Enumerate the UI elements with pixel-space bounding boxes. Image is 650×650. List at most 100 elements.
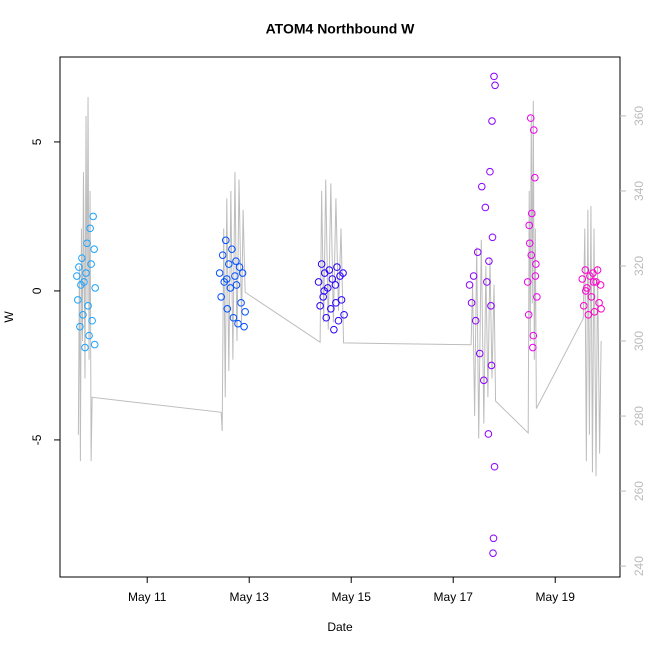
point bbox=[527, 209, 536, 218]
point bbox=[231, 272, 239, 280]
point bbox=[584, 310, 593, 319]
y-tick-label: 5 bbox=[30, 138, 44, 145]
x-tick-label: May 13 bbox=[230, 590, 270, 604]
point bbox=[221, 236, 230, 245]
point bbox=[226, 284, 235, 292]
point bbox=[533, 293, 541, 301]
point bbox=[83, 239, 91, 248]
point bbox=[86, 224, 94, 233]
point bbox=[322, 313, 331, 322]
y2-tick-label: 280 bbox=[632, 406, 646, 426]
point bbox=[91, 284, 99, 292]
y-tick-label: -5 bbox=[30, 434, 44, 445]
point bbox=[532, 260, 540, 268]
x-tick-label: May 19 bbox=[536, 590, 576, 604]
point bbox=[475, 349, 484, 358]
point bbox=[330, 325, 338, 334]
point bbox=[327, 305, 335, 313]
point bbox=[523, 278, 532, 286]
point bbox=[590, 307, 599, 316]
point bbox=[484, 430, 493, 438]
point bbox=[486, 167, 494, 176]
point bbox=[317, 260, 326, 268]
point bbox=[473, 248, 482, 256]
plot-frame bbox=[59, 56, 621, 578]
point bbox=[319, 293, 327, 301]
point bbox=[469, 272, 478, 280]
point bbox=[480, 376, 488, 385]
point bbox=[489, 534, 498, 543]
point bbox=[73, 272, 81, 280]
point bbox=[79, 310, 87, 319]
point bbox=[88, 316, 96, 325]
point bbox=[237, 299, 245, 307]
point bbox=[89, 212, 97, 221]
x-tick-label: May 11 bbox=[128, 590, 167, 604]
x-tick-label: May 17 bbox=[434, 590, 474, 604]
point bbox=[75, 263, 83, 271]
point bbox=[90, 340, 99, 349]
point bbox=[578, 275, 587, 283]
y2-tick-label: 320 bbox=[632, 256, 646, 276]
point bbox=[596, 281, 605, 289]
point bbox=[589, 278, 598, 286]
point bbox=[87, 260, 95, 268]
point bbox=[229, 313, 238, 322]
point bbox=[234, 319, 242, 328]
point bbox=[530, 126, 538, 134]
y-axis-label: W bbox=[2, 311, 16, 323]
point bbox=[238, 269, 247, 277]
point bbox=[477, 182, 486, 191]
point bbox=[531, 173, 539, 182]
point bbox=[527, 251, 536, 259]
point bbox=[467, 299, 476, 307]
point bbox=[217, 293, 225, 301]
point bbox=[340, 310, 348, 319]
point bbox=[76, 322, 84, 331]
point bbox=[225, 260, 233, 268]
point bbox=[488, 117, 496, 125]
point bbox=[524, 310, 533, 319]
point bbox=[316, 302, 324, 310]
point bbox=[85, 331, 93, 340]
y-tick-label: 0 bbox=[30, 287, 44, 294]
x-axis-label: Date bbox=[327, 620, 353, 634]
point bbox=[332, 299, 340, 307]
point bbox=[80, 278, 88, 286]
y2-tick-label: 300 bbox=[632, 331, 646, 351]
y2-tick-label: 340 bbox=[632, 181, 646, 201]
point bbox=[490, 462, 499, 471]
point bbox=[232, 281, 241, 289]
point bbox=[241, 307, 249, 316]
point bbox=[465, 281, 474, 289]
point bbox=[325, 266, 334, 274]
point bbox=[587, 293, 596, 301]
point bbox=[339, 269, 347, 277]
point bbox=[228, 245, 236, 254]
point bbox=[489, 549, 497, 557]
point bbox=[491, 81, 499, 90]
point bbox=[81, 343, 89, 352]
point bbox=[235, 263, 244, 271]
point bbox=[90, 245, 98, 254]
point bbox=[485, 257, 493, 265]
point bbox=[314, 278, 323, 286]
point bbox=[582, 287, 590, 295]
point bbox=[490, 72, 498, 81]
point bbox=[487, 302, 495, 310]
point bbox=[223, 305, 232, 313]
x-tick-label: May 15 bbox=[332, 590, 372, 604]
point bbox=[488, 233, 497, 242]
point bbox=[74, 296, 82, 304]
point bbox=[222, 275, 231, 283]
point bbox=[593, 266, 602, 274]
point bbox=[483, 278, 491, 286]
point bbox=[218, 251, 227, 259]
point bbox=[240, 322, 248, 331]
point bbox=[526, 114, 535, 122]
point bbox=[525, 239, 534, 248]
point bbox=[232, 257, 240, 265]
point bbox=[333, 263, 341, 271]
